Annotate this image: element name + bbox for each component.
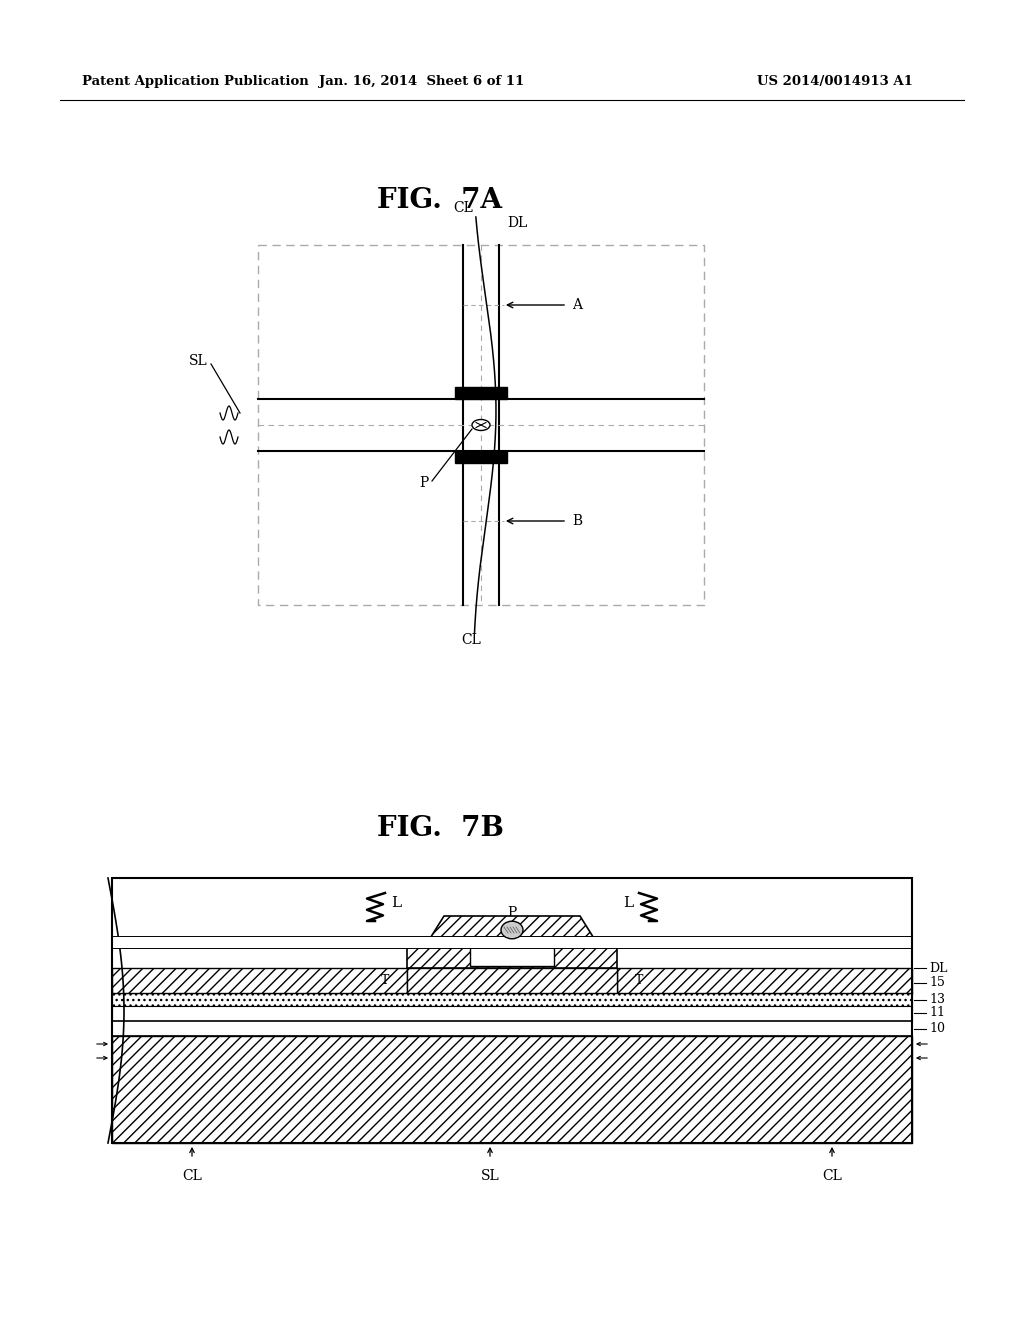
Polygon shape xyxy=(112,1006,912,1020)
Polygon shape xyxy=(470,940,554,966)
Text: Jan. 16, 2014  Sheet 6 of 11: Jan. 16, 2014 Sheet 6 of 11 xyxy=(319,75,524,88)
Text: 11: 11 xyxy=(929,1006,945,1019)
Text: SL: SL xyxy=(480,1170,500,1183)
Text: P: P xyxy=(420,477,429,490)
Text: 15: 15 xyxy=(929,975,945,989)
Text: FIG.  7A: FIG. 7A xyxy=(378,186,503,214)
Text: 13: 13 xyxy=(929,993,945,1006)
Ellipse shape xyxy=(472,420,490,430)
Polygon shape xyxy=(112,993,912,1006)
Text: CL: CL xyxy=(461,634,481,647)
Text: CL: CL xyxy=(453,201,473,215)
Ellipse shape xyxy=(501,921,523,939)
Polygon shape xyxy=(455,451,507,463)
Text: P: P xyxy=(507,906,517,920)
Text: T: T xyxy=(381,974,389,987)
Text: 10: 10 xyxy=(929,1022,945,1035)
Polygon shape xyxy=(112,968,407,993)
Polygon shape xyxy=(407,968,617,993)
Text: FIG.  7B: FIG. 7B xyxy=(377,814,504,842)
Polygon shape xyxy=(455,387,507,399)
Text: US 2014/0014913 A1: US 2014/0014913 A1 xyxy=(757,75,913,88)
Text: L: L xyxy=(623,896,633,909)
Text: SL: SL xyxy=(189,354,208,368)
Text: T: T xyxy=(635,974,643,987)
Text: CL: CL xyxy=(182,1170,202,1183)
Polygon shape xyxy=(112,1020,912,1036)
Polygon shape xyxy=(617,968,912,993)
Text: L: L xyxy=(391,896,401,909)
Text: DL: DL xyxy=(929,961,947,974)
Polygon shape xyxy=(112,936,912,948)
Polygon shape xyxy=(407,916,617,968)
Text: B: B xyxy=(572,513,582,528)
Text: CL: CL xyxy=(822,1170,842,1183)
Text: DL: DL xyxy=(507,216,527,230)
Text: Patent Application Publication: Patent Application Publication xyxy=(82,75,309,88)
Polygon shape xyxy=(112,1036,912,1143)
Text: A: A xyxy=(572,298,582,312)
